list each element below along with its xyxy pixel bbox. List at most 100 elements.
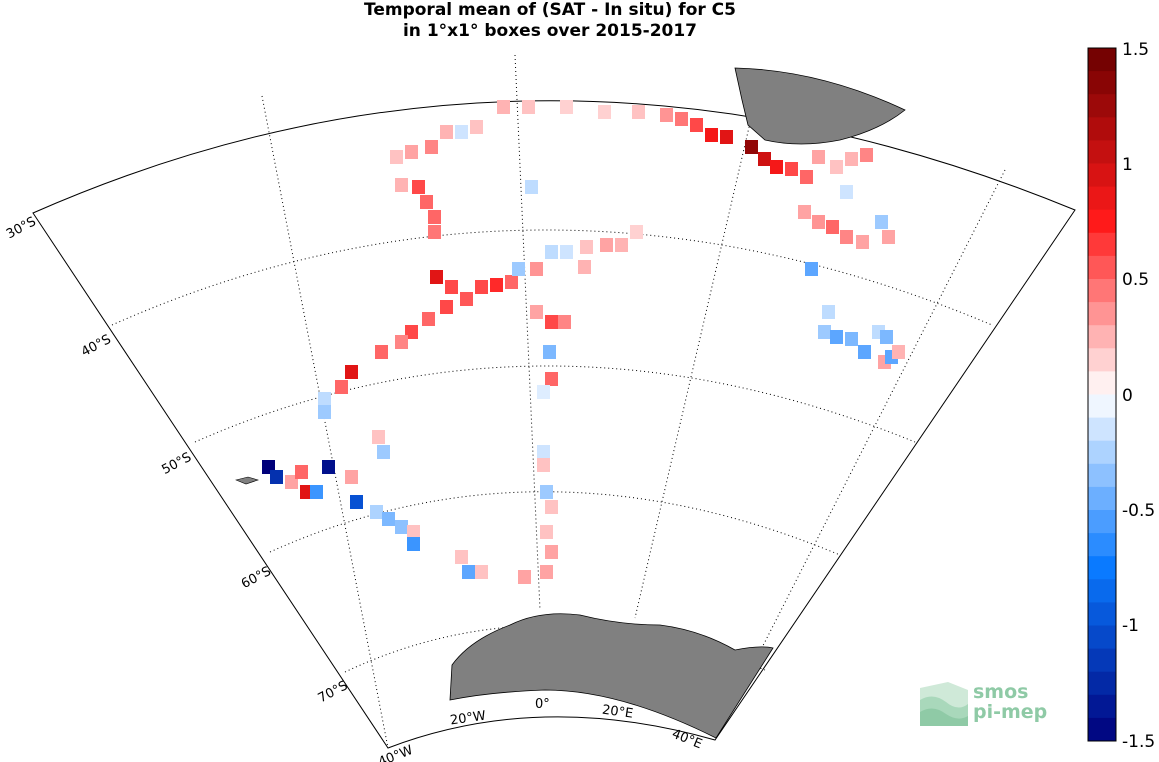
data-box bbox=[858, 345, 871, 359]
data-box bbox=[537, 458, 550, 472]
data-box bbox=[412, 180, 425, 194]
data-box bbox=[420, 195, 433, 209]
data-box bbox=[470, 120, 483, 134]
colorbar-step bbox=[1088, 48, 1116, 72]
data-box bbox=[318, 405, 331, 419]
data-box bbox=[840, 230, 853, 244]
data-box bbox=[845, 152, 858, 166]
data-box bbox=[543, 345, 556, 359]
data-box bbox=[545, 315, 558, 329]
data-box bbox=[630, 225, 643, 239]
data-box bbox=[395, 520, 408, 534]
data-box bbox=[600, 238, 613, 252]
data-box bbox=[560, 245, 573, 259]
lat-label-60s: 60°S bbox=[239, 564, 274, 592]
data-box bbox=[598, 105, 611, 119]
data-box bbox=[382, 512, 395, 526]
colorbar-label-1.5: 1.5 bbox=[1122, 40, 1150, 60]
africa-land bbox=[734, 67, 906, 145]
data-box bbox=[455, 125, 468, 139]
colorbar-label-neg1.5: -1.5 bbox=[1122, 732, 1156, 752]
data-box bbox=[475, 280, 488, 294]
colorbar-label-1: 1 bbox=[1122, 155, 1133, 175]
data-boxes bbox=[262, 100, 905, 584]
colorbar bbox=[1088, 48, 1116, 742]
colorbar-step bbox=[1088, 348, 1116, 372]
colorbar-step bbox=[1088, 671, 1116, 696]
data-box bbox=[818, 325, 831, 339]
data-box bbox=[558, 315, 571, 329]
data-box bbox=[350, 495, 363, 509]
data-box bbox=[860, 148, 873, 162]
data-box bbox=[405, 145, 418, 159]
colorbar-label-0.5: 0.5 bbox=[1122, 270, 1150, 290]
longitude-lines bbox=[261, 54, 1006, 749]
data-box bbox=[512, 262, 525, 276]
data-box bbox=[745, 140, 758, 154]
data-box bbox=[578, 260, 591, 274]
colorbar-step bbox=[1088, 209, 1116, 234]
data-box bbox=[675, 112, 688, 126]
data-box bbox=[545, 245, 558, 259]
data-box bbox=[430, 270, 443, 284]
data-box bbox=[545, 372, 558, 386]
data-box bbox=[462, 565, 475, 579]
data-box bbox=[372, 430, 385, 444]
colorbar-label-0: 0 bbox=[1122, 386, 1133, 406]
data-box bbox=[335, 380, 348, 394]
data-box bbox=[375, 345, 388, 359]
data-box bbox=[310, 485, 323, 499]
data-box bbox=[370, 505, 383, 519]
data-box bbox=[525, 180, 538, 194]
data-box bbox=[580, 240, 593, 254]
data-box bbox=[428, 210, 441, 224]
data-box bbox=[440, 300, 453, 314]
data-box bbox=[770, 160, 783, 174]
data-box bbox=[318, 392, 331, 406]
data-box bbox=[892, 345, 905, 359]
smos-pimep-logo: smos pi-mep bbox=[918, 678, 1058, 728]
data-box bbox=[545, 500, 558, 514]
data-box bbox=[882, 230, 895, 244]
data-box bbox=[856, 235, 869, 249]
data-box bbox=[826, 220, 839, 234]
lat-label-40s: 40°S bbox=[79, 332, 114, 360]
data-box bbox=[440, 125, 453, 139]
data-box bbox=[445, 280, 458, 294]
colorbar-label-neg0.5: -0.5 bbox=[1122, 501, 1156, 521]
data-box bbox=[720, 130, 733, 144]
data-box bbox=[285, 475, 298, 489]
data-box bbox=[540, 565, 553, 579]
data-box bbox=[840, 185, 853, 199]
data-box bbox=[518, 570, 531, 584]
data-box bbox=[812, 215, 825, 229]
data-box bbox=[497, 100, 510, 114]
data-box bbox=[530, 262, 543, 276]
data-box bbox=[390, 150, 403, 164]
data-box bbox=[425, 140, 438, 154]
data-box bbox=[537, 385, 550, 399]
lon-label-0: 0° bbox=[535, 697, 550, 712]
data-box bbox=[560, 100, 573, 114]
colorbar-step bbox=[1088, 186, 1116, 211]
data-box bbox=[475, 565, 488, 579]
colorbar-step bbox=[1088, 602, 1116, 626]
colorbar-step bbox=[1088, 302, 1116, 326]
colorbar-step bbox=[1088, 579, 1116, 603]
data-box bbox=[785, 162, 798, 176]
colorbar-step bbox=[1088, 463, 1116, 488]
colorbar-step bbox=[1088, 533, 1116, 557]
data-box bbox=[875, 215, 888, 229]
data-box bbox=[522, 100, 535, 114]
data-box bbox=[690, 118, 703, 132]
lon-label-40w: 40°W bbox=[376, 743, 415, 762]
lat-label-70s: 70°S bbox=[316, 678, 351, 706]
data-box bbox=[537, 445, 550, 459]
data-box bbox=[345, 470, 358, 484]
colorbar-step bbox=[1088, 94, 1116, 118]
colorbar-step bbox=[1088, 717, 1116, 742]
data-box bbox=[845, 332, 858, 346]
data-box bbox=[395, 178, 408, 192]
data-box bbox=[615, 238, 628, 252]
